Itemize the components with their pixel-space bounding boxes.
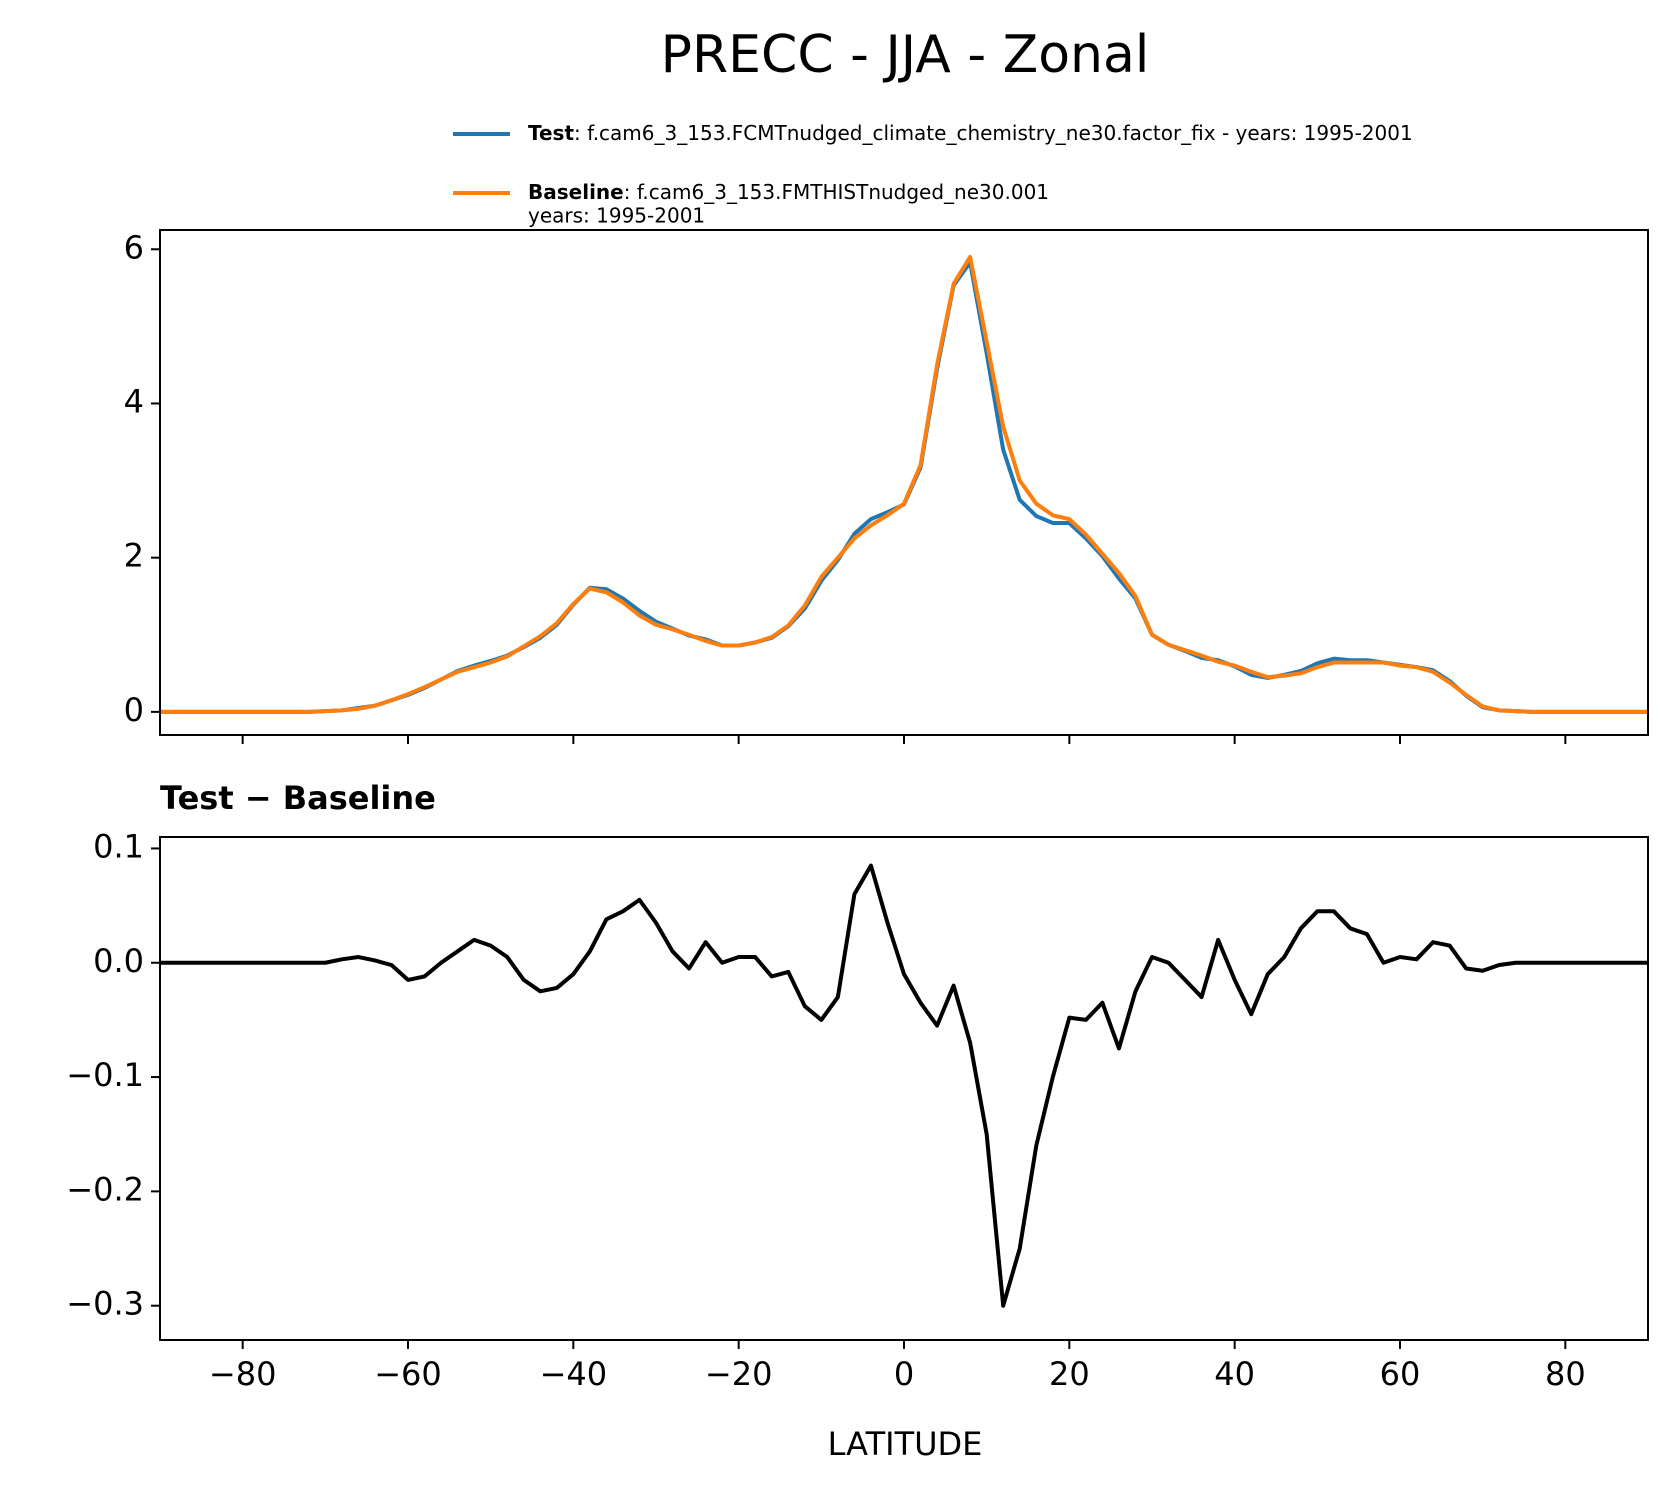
y-tick-label: 2: [124, 537, 144, 575]
y-tick-label: −0.3: [66, 1285, 144, 1323]
x-tick-label: 80: [1545, 1355, 1586, 1393]
x-tick-label: −40: [540, 1355, 608, 1393]
legend-name: Test: [528, 121, 574, 145]
legend-description: years: 1995-2001: [528, 204, 705, 228]
x-tick-label: 20: [1049, 1355, 1090, 1393]
x-tick-label: 0: [894, 1355, 914, 1393]
legend-name: Baseline: [528, 180, 624, 204]
y-tick-label: 6: [124, 228, 144, 266]
y-tick-label: 4: [124, 382, 144, 420]
axes-frame: [159, 836, 1649, 1341]
data-line: [160, 254, 1648, 714]
legend-label: Baseline: f.cam6_3_153.FMTHISTnudged_ne3…: [528, 180, 1049, 204]
x-tick-label: −80: [209, 1355, 277, 1393]
legend-label: Test: f.cam6_3_153.FCMTnudged_climate_ch…: [528, 121, 1413, 145]
x-tick-label: −60: [374, 1355, 442, 1393]
data-line: [160, 863, 1648, 1308]
x-axis-label: LATITUDE: [828, 1425, 983, 1463]
legend-description: : f.cam6_3_153.FMTHISTnudged_ne30.001: [624, 180, 1049, 204]
figure-title: PRECC - JJA - Zonal: [661, 25, 1150, 85]
x-tick-label: −20: [705, 1355, 773, 1393]
x-tick-label: 40: [1214, 1355, 1255, 1393]
y-tick-label: −0.1: [66, 1056, 144, 1094]
axes-frame: [159, 229, 1649, 736]
x-tick-label: 60: [1380, 1355, 1421, 1393]
y-tick-label: 0.0: [93, 942, 144, 980]
y-tick-label: 0.1: [93, 827, 144, 865]
y-tick-label: 0: [124, 691, 144, 729]
legend-description: : f.cam6_3_153.FCMTnudged_climate_chemis…: [574, 121, 1413, 145]
y-tick-label: −0.2: [66, 1170, 144, 1208]
subplot-title: Test − Baseline: [160, 779, 436, 817]
